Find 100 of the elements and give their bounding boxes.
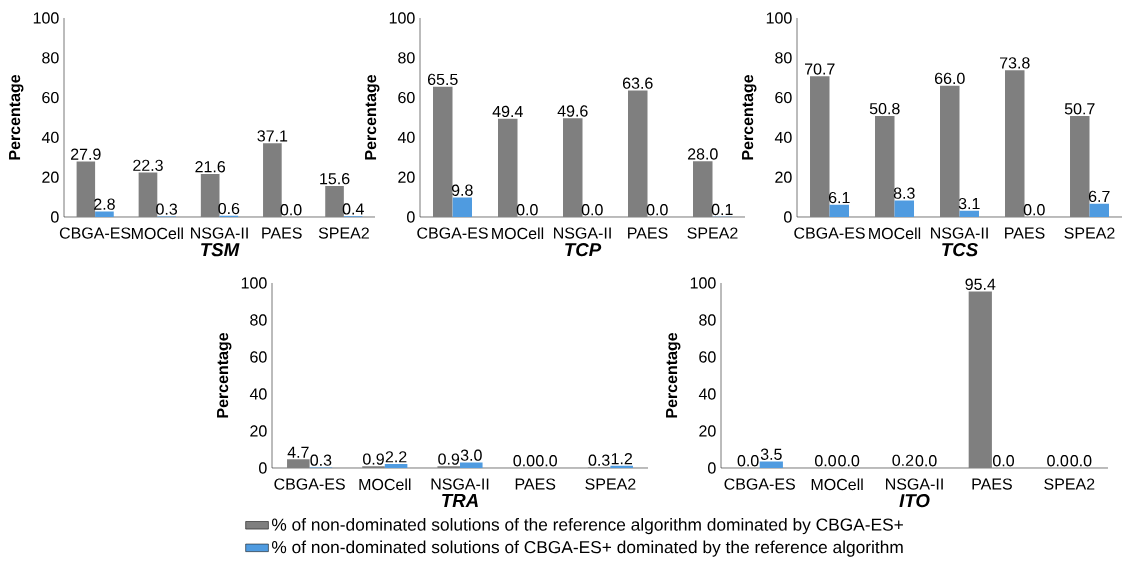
data-label: 0.3 [310, 454, 332, 466]
y-tick-label: 100 [241, 277, 267, 289]
data-label: 0.0 [513, 455, 535, 467]
data-label: 0.0 [280, 204, 302, 216]
data-label: 2.2 [385, 451, 407, 463]
y-axis-title: Percentage [742, 74, 757, 160]
data-label: 0.0 [915, 455, 937, 467]
x-tick-label: MOCell [131, 227, 183, 240]
x-tick-label: CBGA-ES [794, 227, 865, 239]
data-label: 63.6 [623, 77, 653, 89]
x-tick-label: SPEA2 [318, 227, 369, 239]
data-label: 6.1 [828, 191, 850, 204]
x-tick-label: CBGA-ES [417, 227, 488, 239]
y-tick-label: 60 [398, 91, 415, 104]
x-tick-label: PAES [515, 478, 556, 490]
y-tick-label: 60 [250, 351, 267, 363]
bar [810, 76, 830, 217]
data-label: 0.9 [438, 453, 460, 465]
x-tick-label: SPEA2 [585, 478, 636, 490]
y-tick-label: 0 [407, 211, 415, 223]
data-label: 0.3 [588, 454, 610, 466]
y-tick-label: 20 [250, 425, 267, 437]
y-tick-label: 0 [259, 462, 267, 474]
data-label: 0.4 [342, 203, 364, 215]
x-tick-label: NSGA-II [931, 227, 988, 239]
bar [1005, 70, 1025, 217]
bar [968, 291, 992, 468]
bar [325, 185, 344, 217]
bar [693, 161, 713, 217]
text: TRA [442, 494, 478, 507]
bar [894, 200, 915, 217]
data-label: 27.9 [71, 148, 101, 160]
data-label: 0.0 [838, 455, 860, 467]
y-tick-label: 20 [42, 171, 59, 183]
data-label: 0.0 [993, 455, 1015, 467]
data-label: 95.4 [965, 278, 996, 290]
data-label: 0.9 [363, 453, 384, 465]
y-axis-title: Percentage [217, 332, 232, 418]
x-tick-label: SPEA2 [1044, 478, 1095, 490]
bar [875, 115, 895, 217]
y-tick-label: 0 [708, 462, 716, 474]
y-tick-label: 40 [397, 131, 415, 144]
legend-label: % of non-dominated solutions of the reference algorithm dominated by CBGA-ES+ [271, 517, 903, 535]
data-label: 22.3 [133, 159, 163, 172]
bar [95, 211, 114, 217]
x-tick-label: PAES [1005, 227, 1045, 239]
y-tick-label: 100 [33, 12, 59, 24]
data-label: 4.7 [287, 446, 309, 458]
data-label: 28.0 [687, 148, 718, 160]
x-tick-label: CBGA-ES [724, 478, 795, 490]
bar [759, 461, 783, 468]
y-tick-label: 20 [699, 425, 716, 437]
data-label: 3.0 [460, 449, 482, 461]
data-label: 0.0 [535, 455, 557, 467]
x-tick-label: PAES [972, 478, 1012, 490]
bar [610, 465, 633, 468]
y-tick-label: 40 [774, 131, 792, 144]
bar [498, 118, 518, 217]
y-axis-title: Percentage [365, 74, 380, 160]
data-label: 3.1 [958, 197, 980, 210]
y-tick-label: 40 [698, 388, 716, 400]
data-label: 37.1 [257, 130, 288, 142]
x-tick-label: MOCell [492, 227, 544, 240]
data-label: 0.0 [737, 455, 759, 467]
bar [940, 85, 960, 217]
data-label: 0.0 [1070, 455, 1092, 467]
x-tick-label: NSGA-II [431, 478, 489, 490]
data-label: 0.0 [646, 204, 668, 216]
data-label: 73.8 [1000, 57, 1030, 69]
data-label: 15.6 [320, 173, 350, 185]
y-tick-label: 100 [389, 12, 415, 24]
y-tick-label: 60 [699, 351, 716, 363]
data-label: 21.6 [195, 161, 226, 173]
y-tick-label: 40 [249, 388, 267, 400]
x-tick-label: SPEA2 [1064, 227, 1115, 239]
data-label: 0.1 [711, 203, 733, 216]
bar [628, 90, 648, 217]
y-tick-label: 80 [398, 52, 415, 64]
bar [384, 463, 408, 468]
data-label: 50.8 [869, 102, 900, 115]
text: TSM [201, 243, 240, 257]
bar [433, 86, 453, 217]
data-label: 70.7 [805, 63, 835, 75]
bar [263, 143, 282, 217]
data-label: 2.8 [94, 198, 115, 210]
data-label: 0.6 [218, 202, 240, 215]
bar [460, 462, 483, 468]
bar [1070, 116, 1090, 217]
bar [287, 459, 310, 468]
legend-label: % of non-dominated solutions of CBGA-ES+ dominated by the reference algorithm [271, 540, 903, 557]
x-tick-label: MOCell [869, 227, 921, 240]
data-label: 66.0 [935, 72, 965, 85]
y-tick-label: 0 [51, 211, 59, 223]
data-label: 0.3 [156, 203, 178, 215]
data-label: 0.0 [815, 455, 836, 467]
data-label: 49.6 [557, 105, 588, 117]
y-tick-label: 60 [42, 91, 59, 104]
bar [200, 174, 220, 217]
data-label: 49.4 [492, 105, 523, 118]
y-tick-label: 40 [41, 131, 59, 144]
